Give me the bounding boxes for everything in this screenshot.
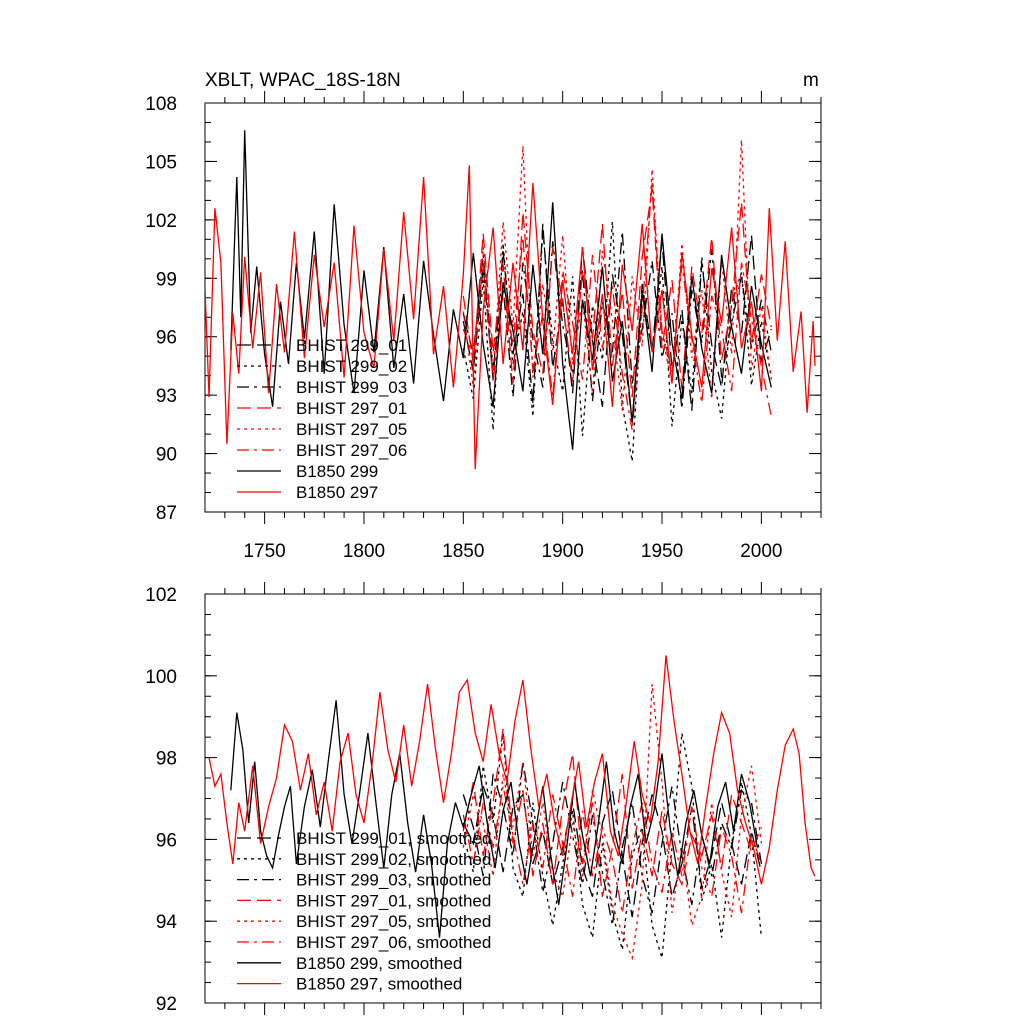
series-line: [462, 683, 763, 961]
series-line: [462, 732, 763, 959]
y-tick-label: 105: [145, 152, 177, 173]
series-line: [205, 165, 816, 470]
legend-label: BHIST 299_01: [296, 336, 407, 355]
y-tick-label: 102: [145, 585, 177, 606]
legend-label: BHIST 299_02, smoothed: [296, 850, 491, 869]
y-tick-label: 100: [145, 667, 177, 688]
legend-label: BHIST 299_01, smoothed: [296, 829, 491, 848]
series-line: [462, 139, 772, 411]
x-tick-label: 1800: [343, 541, 385, 562]
x-tick-label: 1750: [243, 541, 285, 562]
legend-label: BHIST 297_01, smoothed: [296, 891, 491, 910]
legend-label: BHIST 297_05: [296, 420, 407, 439]
series-line: [208, 655, 816, 885]
legend-label: B1850 297: [296, 483, 378, 502]
y-tick-label: 93: [156, 386, 177, 407]
x-tick-label: 2000: [740, 541, 782, 562]
legend-label: BHIST 297_01: [296, 399, 407, 418]
series-line: [462, 221, 772, 462]
series-line: [230, 700, 759, 938]
x-tick-label: 1950: [641, 541, 683, 562]
y-tick-label: 99: [156, 269, 177, 290]
y-tick-label: 92: [156, 994, 177, 1015]
y-tick-label: 94: [156, 912, 178, 933]
series-line: [462, 728, 763, 897]
series-line: [462, 761, 763, 926]
chart-title: XBLT, WPAC_18S-18N: [205, 70, 401, 91]
x-tick-label: 1900: [542, 541, 584, 562]
legend-label: BHIST 299_03, smoothed: [296, 871, 491, 890]
legend-label: B1850 299: [296, 462, 378, 481]
plot-frame: [204, 102, 822, 513]
legend-label: B1850 297, smoothed: [296, 975, 462, 994]
y-tick-label: 87: [156, 503, 177, 524]
top-panel: 1750 1800 1850 1900 1950 2000 87 90 93 96 99 102 105…: [145, 91, 822, 562]
units-label: m: [803, 70, 819, 91]
y-tick-label: 96: [156, 328, 177, 349]
series-line: [462, 785, 763, 918]
legend-label: BHIST 299_03: [296, 378, 407, 397]
y-tick-label: 90: [156, 445, 177, 466]
series-line: [230, 130, 772, 450]
series-line: [462, 786, 763, 914]
x-tick-label: 1850: [442, 541, 484, 562]
y-tick-label: 98: [156, 749, 177, 770]
legend-label: BHIST 297_06, smoothed: [296, 933, 491, 952]
legend-label: BHIST 297_05, smoothed: [296, 912, 491, 931]
bottom-panel: 92 94 96 98 100 102 BHIST 299_01, smoothed BHIS…: [145, 582, 822, 1015]
y-tick-label: 108: [145, 94, 177, 115]
y-tick-label: 96: [156, 830, 177, 851]
legend-label: BHIST 299_02: [296, 357, 407, 376]
y-tick-label: 102: [145, 211, 177, 232]
legend-label: BHIST 297_06: [296, 441, 407, 460]
legend-label: B1850 299, smoothed: [296, 954, 462, 973]
